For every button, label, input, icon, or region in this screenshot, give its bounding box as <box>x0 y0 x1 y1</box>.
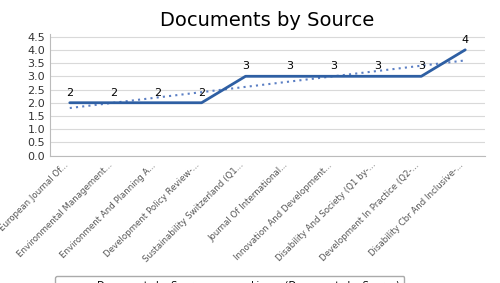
Line: Linear (Documents by Source): Linear (Documents by Source) <box>70 60 465 108</box>
Text: 3: 3 <box>286 61 293 71</box>
Documents by Source <box>418 75 424 78</box>
Documents by Source <box>198 101 204 104</box>
Documents by Source <box>462 48 468 52</box>
Text: 2: 2 <box>154 88 161 98</box>
Text: 4: 4 <box>462 35 469 45</box>
Linear (Documents by Source) <box>110 101 116 104</box>
Text: 2: 2 <box>110 88 118 98</box>
Text: 3: 3 <box>330 61 337 71</box>
Linear (Documents by Source) <box>330 75 336 78</box>
Text: 3: 3 <box>374 61 381 71</box>
Linear (Documents by Source) <box>67 106 73 110</box>
Linear (Documents by Source) <box>374 69 380 73</box>
Text: 3: 3 <box>242 61 249 71</box>
Linear (Documents by Source) <box>242 85 248 89</box>
Documents by Source <box>242 75 248 78</box>
Text: 2: 2 <box>66 88 74 98</box>
Linear (Documents by Source) <box>286 80 292 83</box>
Linear (Documents by Source) <box>198 91 204 94</box>
Documents by Source <box>374 75 380 78</box>
Documents by Source <box>286 75 292 78</box>
Documents by Source <box>67 101 73 104</box>
Documents by Source <box>154 101 160 104</box>
Text: 3: 3 <box>418 61 425 71</box>
Documents by Source <box>110 101 116 104</box>
Linear (Documents by Source) <box>462 59 468 62</box>
Text: 2: 2 <box>198 88 205 98</box>
Linear (Documents by Source) <box>418 64 424 67</box>
Title: Documents by Source: Documents by Source <box>160 11 374 30</box>
Linear (Documents by Source) <box>154 96 160 99</box>
Line: Documents by Source: Documents by Source <box>70 50 465 103</box>
Legend: Documents by Source, Linear (Documents by Source): Documents by Source, Linear (Documents b… <box>55 276 405 283</box>
Documents by Source <box>330 75 336 78</box>
